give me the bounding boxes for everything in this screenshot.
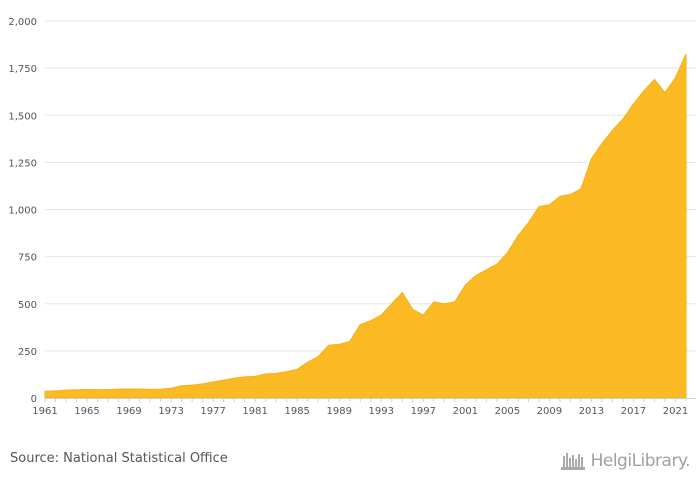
x-tick-label: 2013 [579, 406, 604, 417]
y-tick-label: 1,000 [8, 206, 37, 217]
x-tick-label: 2017 [621, 406, 646, 417]
source-text: Source: National Statistical Office [10, 451, 228, 466]
y-tick-label: 2,000 [8, 17, 37, 28]
y-tick-label: 1,750 [8, 64, 37, 75]
x-tick-label: 1969 [116, 406, 141, 417]
y-axis-tick-labels: 0 250 500 750 1,000 1,250 1,500 1,750 2,000 [8, 17, 37, 405]
x-tick-label: 1977 [200, 406, 225, 417]
brand-logo: HelgiLibrary. [560, 446, 691, 476]
x-tick-label: 2021 [663, 406, 688, 417]
brand-text: HelgiLibrary. [590, 451, 691, 471]
y-tick-label: 0 [31, 394, 37, 405]
x-tick-label: 1997 [411, 406, 436, 417]
x-tick-label: 2001 [453, 406, 478, 417]
y-tick-label: 500 [18, 300, 37, 311]
y-tick-label: 750 [18, 253, 37, 264]
grid-lines [45, 20, 696, 352]
x-tick-label: 1961 [32, 406, 57, 417]
x-axis [44, 398, 696, 402]
library-icon [560, 453, 585, 470]
y-tick-label: 1,250 [8, 158, 37, 169]
x-tick-label: 1965 [74, 406, 99, 417]
y-tick-label: 250 [18, 347, 37, 358]
x-tick-label: 1981 [242, 406, 267, 417]
y-tick-label: 1,500 [8, 111, 37, 122]
chart-footer: Source: National Statistical Office Helg… [0, 440, 700, 483]
area-series [44, 53, 687, 399]
x-tick-label: 1973 [158, 406, 183, 417]
x-tick-label: 1985 [284, 406, 309, 417]
x-tick-label: 2005 [495, 406, 520, 417]
x-tick-label: 2009 [537, 406, 562, 417]
x-tick-label: 1989 [327, 406, 352, 417]
area-chart: 0 250 500 750 1,000 1,250 1,500 1,750 2,000 1961… [8, 17, 696, 417]
x-tick-label: 1993 [369, 406, 394, 417]
x-axis-tick-labels: 1961 1965 1969 1973 1977 1981 1985 1989 1993 1997… [32, 406, 688, 417]
